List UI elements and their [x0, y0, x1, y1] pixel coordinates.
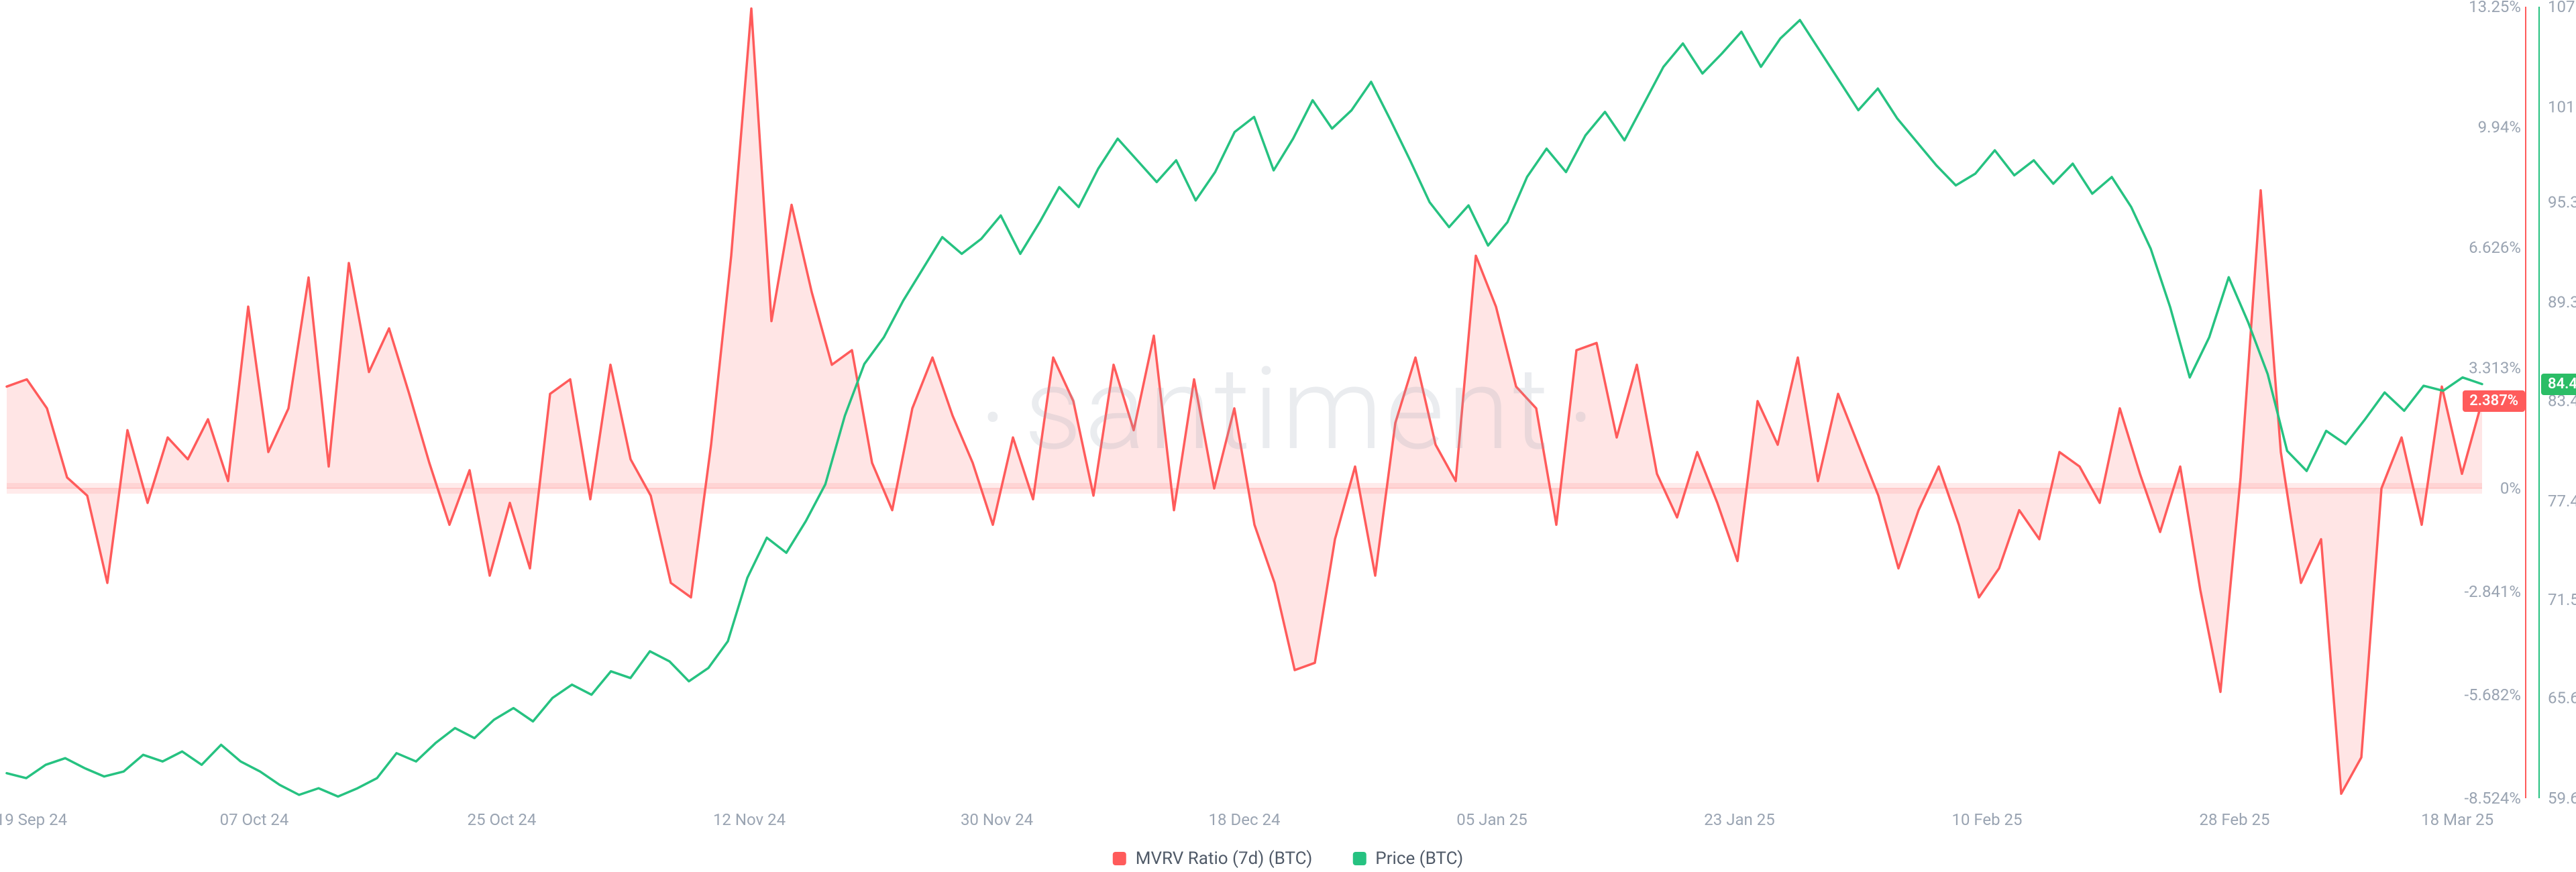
legend-item-price[interactable]: Price (BTC) [1352, 849, 1463, 869]
svg-text:30 Nov 24: 30 Nov 24 [961, 810, 1033, 829]
svg-text:12 Nov 24: 12 Nov 24 [713, 810, 786, 829]
chart-legend: MVRV Ratio (7d) (BTC) Price (BTC) [1113, 849, 1464, 869]
svg-text:05 Jan 25: 05 Jan 25 [1456, 810, 1527, 829]
svg-text:95.3K: 95.3K [2548, 193, 2576, 211]
svg-text:-8.524%: -8.524% [2465, 789, 2522, 808]
svg-text:19 Sep 24: 19 Sep 24 [0, 810, 67, 829]
svg-text:0%: 0% [2500, 479, 2521, 498]
chart-container: 19 Sep 24 07 Oct 24 25 Oct 24 12 Nov 24 30 N… [0, 0, 2576, 872]
legend-label-mvrv: MVRV Ratio (7d) (BTC) [1136, 849, 1313, 869]
svg-text:10 Feb 25: 10 Feb 25 [1951, 810, 2022, 829]
svg-text:28 Feb 25: 28 Feb 25 [2199, 810, 2269, 829]
svg-text:6.626%: 6.626% [2469, 238, 2521, 257]
price-current-value-badge: 84.4K [2541, 374, 2576, 395]
right-axis-line [2538, 7, 2540, 798]
svg-text:107K: 107K [2548, 0, 2576, 16]
mvrv-current-value-badge: 2.387% [2463, 390, 2525, 412]
legend-label-price: Price (BTC) [1375, 849, 1463, 869]
svg-text:9.94%: 9.94% [2478, 117, 2521, 136]
svg-text:89.3K: 89.3K [2548, 293, 2576, 312]
svg-text:18 Mar 25: 18 Mar 25 [2421, 810, 2493, 829]
svg-text:77.4K: 77.4K [2548, 492, 2576, 510]
svg-text:-5.682%: -5.682% [2465, 686, 2522, 704]
legend-item-mvrv[interactable]: MVRV Ratio (7d) (BTC) [1113, 849, 1313, 869]
svg-text:3.313%: 3.313% [2469, 359, 2521, 378]
chart-svg: 19 Sep 24 07 Oct 24 25 Oct 24 12 Nov 24 30 N… [0, 0, 2576, 872]
svg-text:07 Oct 24: 07 Oct 24 [220, 810, 289, 829]
legend-swatch-price [1352, 852, 1366, 865]
svg-text:23 Jan 25: 23 Jan 25 [1704, 810, 1774, 829]
svg-text:71.5K: 71.5K [2548, 590, 2576, 609]
legend-swatch-mvrv [1113, 852, 1126, 865]
left-axis-line [2525, 7, 2526, 798]
svg-text:-2.841%: -2.841% [2465, 582, 2522, 601]
svg-text:25 Oct 24: 25 Oct 24 [468, 810, 537, 829]
svg-text:65.6K: 65.6K [2548, 689, 2576, 708]
svg-text:18 Dec 24: 18 Dec 24 [1209, 810, 1281, 829]
svg-text:13.25%: 13.25% [2469, 0, 2521, 16]
svg-text:101K: 101K [2548, 97, 2576, 116]
svg-text:59.6K: 59.6K [2548, 789, 2576, 808]
